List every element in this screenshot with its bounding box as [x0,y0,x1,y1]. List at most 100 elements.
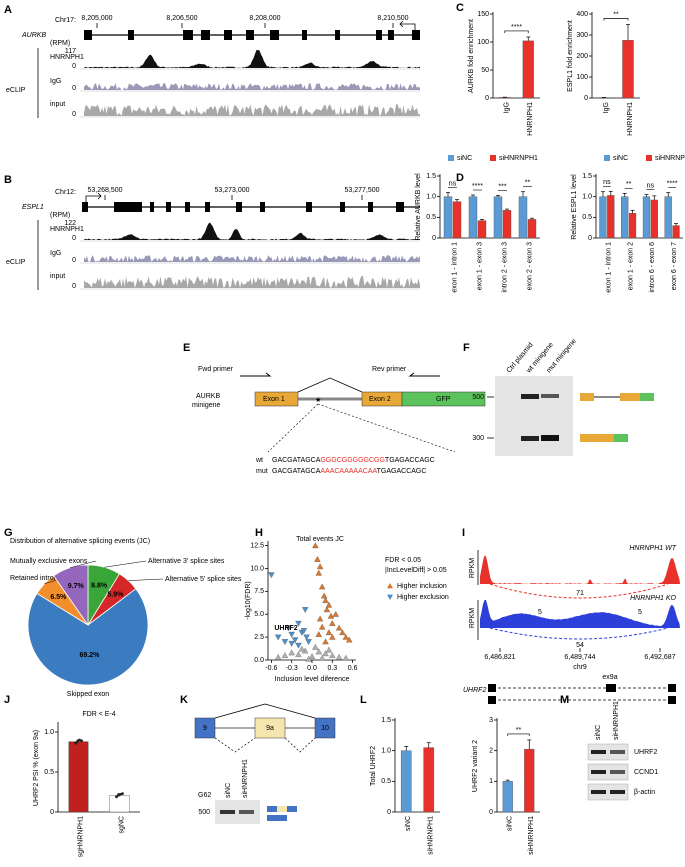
schematic-exon [594,434,614,442]
gel [495,376,573,456]
legend-swatch [490,155,496,161]
marker-label: 500 [198,809,210,816]
junction-count: 71 [576,590,584,597]
panel-letter: C [456,2,464,14]
legend-label: siHNRNPH1 [499,155,538,162]
schematic-exon [580,434,594,442]
chart-title: Total events JC [296,536,344,543]
y-axis-label: Total UHRF2 [370,746,377,786]
exon [224,30,232,40]
slice-label: Alternative 3' splice sites [148,558,225,565]
y-tick-label: 0.5 [381,778,391,785]
exon-label: 9 [203,725,207,732]
schematic-exon [267,815,277,821]
x-tick-label: exon 1 - exon 2 [627,242,634,290]
panel-letter: K [180,694,188,706]
track-label: input [50,101,65,108]
x-tick-label: HNRNPH1 [627,102,634,136]
exon-label: Exon 1 [263,396,285,403]
schematic-exon [277,815,287,821]
sequence-part: TGAGACCAGC [377,468,427,475]
exon [205,202,210,212]
x-tick-label: -0.3 [286,665,298,672]
bar [468,196,478,239]
y-tick-label: 1.0 [381,748,391,755]
track-zero: 0 [72,63,76,70]
slice-label: Mutually exclusive exons [10,558,88,565]
coord-label: 6,489,744 [564,654,595,661]
primer-label: Fwd primer [198,366,234,373]
primer-label: Rev primer [372,366,407,373]
data-point [76,740,79,743]
panel-letter: F [463,342,470,354]
y-tick-label: 50 [481,67,489,74]
bar [621,196,629,239]
sig-label: **** [472,183,483,190]
x-tick-label: siNC [507,816,514,831]
protein-label: UHRF2 [634,749,657,756]
y-tick-label: 100 [576,74,588,81]
zoom-line [267,403,319,453]
scatter-point [325,601,333,608]
primer-arrow [240,372,272,377]
pie-slice [53,564,89,627]
y-axis-label: ESPL1 fold enrichment [567,20,574,92]
track-title: HNRNPH1 KO [630,595,676,602]
exon [668,696,676,704]
exon [236,202,242,212]
y-axis-label: UHRF2 variant 2 [472,740,479,792]
exon-box [254,391,299,407]
panel-letter: B [4,174,12,186]
data-point [121,792,124,795]
sig-label: **** [667,180,678,187]
x-tick-label: 0.3 [327,665,337,672]
y-tick-label: 1.5 [426,173,436,180]
scatter-point [303,634,310,641]
primer-arrow [408,372,440,377]
leader-line [104,560,147,568]
scatter-point [295,642,302,649]
exon [260,202,265,212]
scatter-point [281,639,289,646]
exon [270,30,279,40]
scatter-point [312,643,319,650]
legend-label: siHNRNPH1 [655,155,685,162]
y-tick-label: 0.0 [254,657,264,664]
splice-chevron [297,377,363,393]
lane-label: siHNRNPH1 [242,759,249,798]
sig-label: **** [511,24,522,31]
scatter-point [305,655,312,662]
unit-label: (RPM) [50,212,70,219]
x-tick-label: exon 1 - intron 1 [606,242,613,293]
legend-marker [387,594,393,600]
y-axis-label: UHRF2 PSI % (exon 9a) [33,730,40,806]
sig-bracket [507,733,530,736]
track-label: HNRNPH1 [50,54,84,61]
signal-track [84,50,420,68]
slice-value-label: 69.2% [79,652,100,659]
legend-marker [387,583,393,589]
exon-label: Exon 2 [369,396,391,403]
panel-letter: A [4,4,12,16]
slice-label: Skipped exon [67,691,110,698]
bar [452,201,462,239]
bar [502,781,513,813]
chrom-label: Chr17: [55,17,76,24]
x-tick-label: exon 1 - intron 1 [451,242,458,293]
scatter-point [312,542,319,549]
x-tick-label: intron 6 - exon 6 [649,242,656,293]
exon [302,30,307,40]
zoom-line [317,403,456,453]
x-tick-label: exon 1 - exon 3 [476,242,483,290]
bar [443,196,453,239]
track-label: HNRNPH1 [50,226,84,233]
x-tick-label: exon 6 - exon 7 [671,242,678,290]
exon [606,684,616,692]
y-tick-label: 1.0 [44,729,54,736]
y-tick-label: 2 [489,748,493,755]
scatter-point [339,629,346,636]
exon-label: 10 [321,725,329,732]
x-tick-label: siNC [405,816,412,831]
y-tick-label: 3 [489,717,493,724]
